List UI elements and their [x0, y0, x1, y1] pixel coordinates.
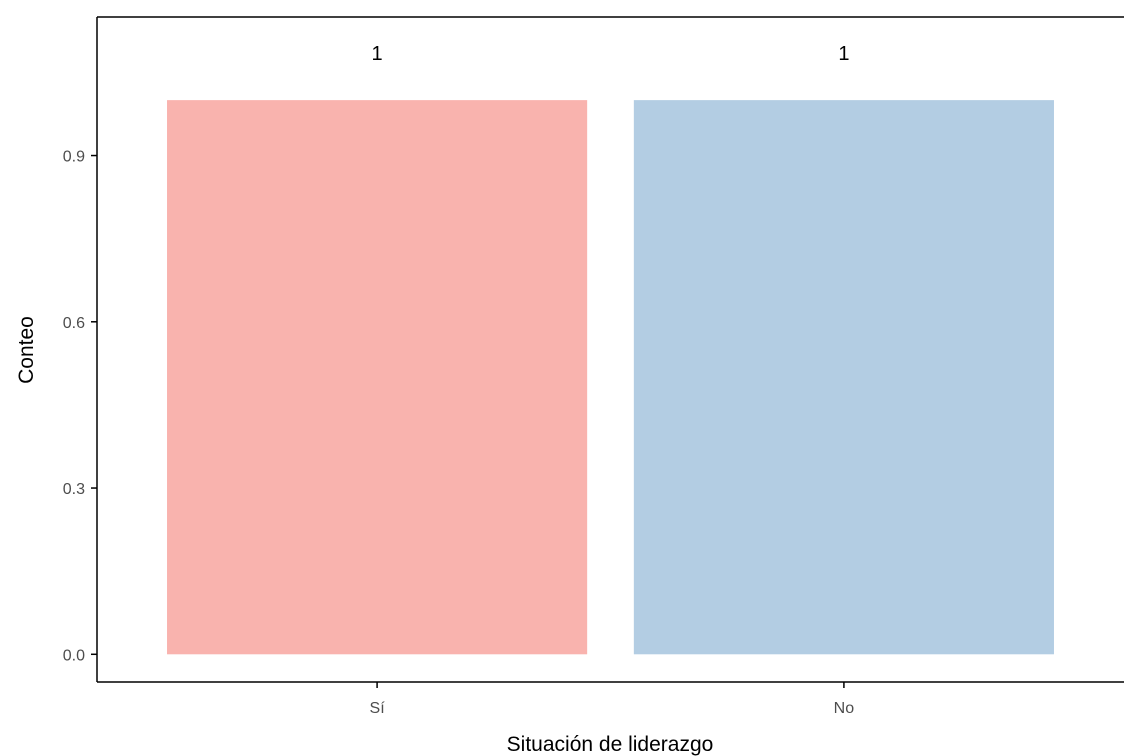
data-label-0: 1: [372, 43, 383, 65]
y-tick-label-3: 0.9: [63, 149, 85, 166]
y-tick-label-1: 0.3: [63, 481, 85, 498]
y-tick-label-2: 0.6: [63, 315, 85, 332]
x-tick-label-1: No: [834, 700, 855, 717]
x-axis-title: Situación de liderazgo: [507, 733, 714, 756]
y-ticks-group: 0.0 0.3 0.6 0.9: [63, 149, 97, 664]
data-label-1: 1: [838, 43, 849, 65]
y-axis-title: Conteo: [15, 316, 38, 384]
y-tick-label-0: 0.0: [63, 647, 85, 664]
bar-0: [167, 100, 588, 655]
x-tick-label-0: Sí: [370, 700, 386, 717]
bars-group: [167, 100, 1054, 655]
x-ticks-group: Sí No: [370, 682, 855, 717]
bar-1: [633, 100, 1054, 655]
